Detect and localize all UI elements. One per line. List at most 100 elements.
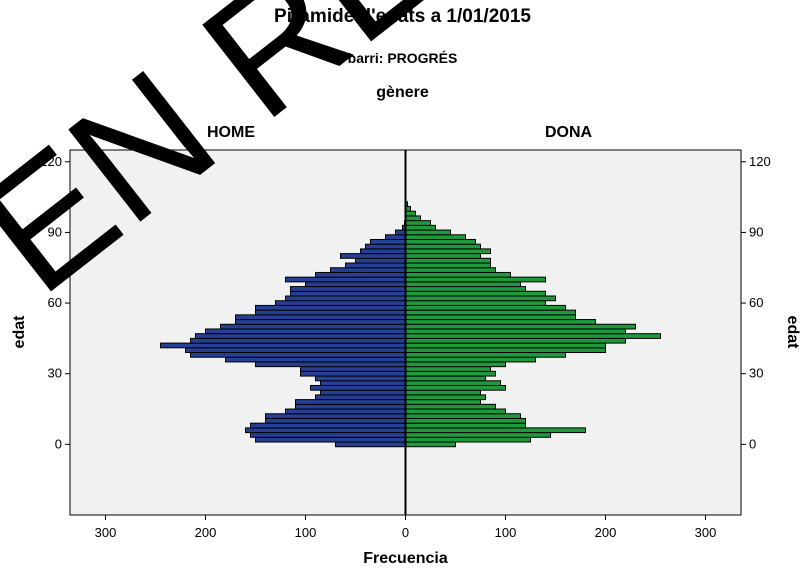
dona-bar-35: [405, 276, 546, 283]
legend-dona: DONA: [545, 124, 593, 141]
dona-bar-44: [405, 234, 466, 240]
home-bar-8: [295, 403, 406, 410]
y-axis-title-right: edat: [784, 316, 801, 350]
dona-bar-14: [405, 375, 486, 382]
legend-home: HOME: [207, 124, 255, 141]
dona-bar-15: [405, 370, 496, 377]
dona-bar-31: [405, 295, 556, 302]
dona-bar-30: [405, 300, 546, 306]
y-tick-label-left-1: 30: [48, 366, 62, 381]
home-bar-14: [315, 375, 406, 382]
home-bar-6: [265, 413, 406, 419]
home-bar-1: [255, 436, 406, 443]
home-bar-10: [315, 394, 406, 401]
dona-bar-43: [405, 238, 476, 245]
dona-bar-26: [405, 319, 596, 325]
home-bar-40: [340, 253, 406, 259]
y-tick-label-left-0: 0: [55, 436, 62, 451]
home-bar-20: [185, 347, 406, 354]
home-bar-39: [355, 257, 406, 264]
dona-bar-18: [405, 356, 536, 363]
dona-bar-22: [405, 337, 626, 344]
chart-subtitle: barri: PROGRÉS: [347, 50, 458, 66]
home-bar-5: [265, 417, 406, 424]
dona-bar-32: [405, 290, 546, 297]
dona-bar-25: [405, 323, 636, 330]
dona-bar-8: [405, 403, 496, 410]
dona-bar-49: [405, 210, 416, 217]
dona-bar-0: [405, 441, 456, 448]
dona-bar-10: [405, 394, 486, 401]
y-tick-label-right-4: 120: [749, 154, 771, 169]
x-tick-label-5: 200: [595, 525, 617, 540]
dona-bar-38: [405, 262, 491, 269]
y-tick-label-right-2: 60: [749, 295, 763, 310]
chart-title: Piràmide d'edats a 1/01/2015: [274, 6, 531, 27]
dona-bar-6: [405, 413, 521, 419]
home-bar-2: [250, 432, 406, 438]
dona-bar-34: [405, 281, 521, 288]
dona-bar-11: [405, 389, 481, 396]
y-axis-title-left: edat: [11, 315, 28, 349]
home-bar-38: [345, 262, 406, 269]
y-axis-ticks-right: 0 30 60 90 120: [741, 154, 771, 451]
dona-bar-21: [405, 342, 606, 349]
home-bar-12: [310, 384, 406, 391]
dona-bar-36: [405, 271, 511, 278]
dona-bar-24: [405, 328, 626, 335]
x-tick-label-6: 300: [695, 525, 717, 540]
home-bar-43: [370, 238, 406, 245]
home-bar-0: [335, 441, 406, 448]
dona-bar-2: [405, 432, 551, 438]
dona-bar-3: [405, 427, 586, 434]
home-bar-35: [285, 276, 406, 283]
home-bar-22: [190, 337, 406, 344]
dona-bar-23: [405, 333, 661, 339]
home-bar-28: [255, 309, 406, 316]
home-bar-19: [190, 352, 406, 358]
home-bar-45: [395, 229, 406, 236]
home-bar-21: [160, 342, 406, 349]
y-tick-label-left-3: 90: [48, 224, 62, 239]
home-bar-23: [195, 333, 406, 339]
dona-bar-19: [405, 352, 566, 358]
dona-bar-42: [405, 243, 481, 250]
home-bar-24: [205, 328, 406, 335]
dona-bar-5: [405, 417, 526, 424]
dona-bar-4: [405, 422, 526, 429]
dona-bar-48: [405, 215, 421, 222]
dona-bar-20: [405, 347, 606, 354]
home-bar-15: [300, 370, 406, 377]
dona-bar-12: [405, 384, 506, 391]
home-bar-16: [300, 366, 406, 372]
dona-bar-28: [405, 309, 576, 316]
dona-bar-33: [405, 286, 526, 292]
home-bar-29: [255, 304, 406, 311]
x-axis-ticks: 300 200 100 0 100 200 300: [95, 515, 717, 540]
dona-bar-46: [405, 224, 436, 231]
x-tick-label-1: 200: [195, 525, 217, 540]
y-tick-label-left-2: 60: [48, 295, 62, 310]
x-tick-label-4: 100: [495, 525, 517, 540]
home-bar-9: [295, 399, 406, 405]
y-axis-ticks-left: 0 30 60 90 120: [40, 154, 70, 451]
dona-bar-7: [405, 408, 506, 415]
home-bar-25: [220, 323, 406, 330]
dona-bar-29: [405, 304, 566, 311]
dona-bar-27: [405, 314, 576, 321]
dona-bar-16: [405, 366, 491, 372]
home-bar-18: [225, 356, 406, 363]
dona-bar-40: [405, 253, 481, 259]
home-bar-41: [360, 248, 406, 255]
panel-title: gènere: [376, 84, 429, 101]
y-tick-label-right-3: 90: [749, 224, 763, 239]
home-bar-33: [290, 286, 406, 292]
dona-bar-39: [405, 257, 491, 264]
home-bar-26: [235, 319, 406, 325]
home-bar-37: [330, 267, 406, 273]
home-bar-30: [275, 300, 406, 306]
home-bar-7: [285, 408, 406, 415]
dona-bar-37: [405, 267, 496, 273]
y-tick-label-left-4: 120: [40, 154, 62, 169]
